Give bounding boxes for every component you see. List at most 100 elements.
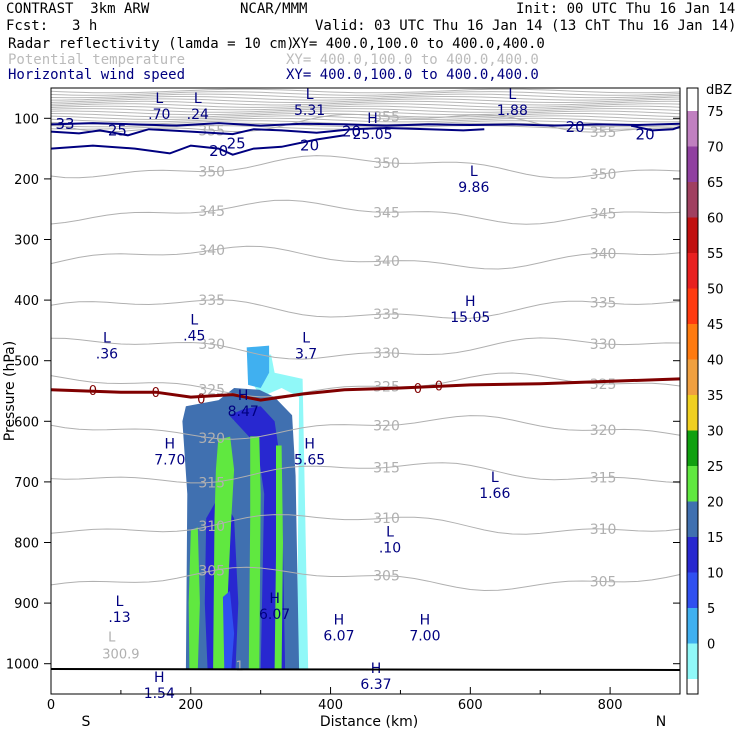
extremum-value: 3.7 <box>295 347 317 363</box>
colorbar-swatch <box>687 395 698 431</box>
y-tick-label: 300 <box>14 234 39 249</box>
colorbar-unit: dBZ <box>706 83 732 98</box>
isotach <box>50 134 345 156</box>
colorbar-label: 65 <box>707 176 724 191</box>
freezing-level-line <box>50 377 681 402</box>
extremum-h: H <box>165 437 176 453</box>
extremum-h: H <box>154 670 165 686</box>
upper-isentrope <box>50 103 681 108</box>
source-label: NCAR/MMM <box>240 1 308 17</box>
upper-isentrope <box>50 108 681 113</box>
refl-25-30-dbz <box>248 436 261 670</box>
extremum-value: 6.07 <box>259 607 290 623</box>
isentrope-label: 320 <box>373 418 400 434</box>
extremum-h: H <box>334 612 345 628</box>
colorbar-swatch <box>687 146 698 182</box>
isentrope-label: 345 <box>198 204 225 220</box>
axes: 0 200 400 600 800100200300400500600700800900… <box>2 112 681 730</box>
colorbar-swatch <box>687 537 698 573</box>
extremum-value: 6.37 <box>360 677 391 693</box>
isentrope-label: 340 <box>373 254 400 270</box>
temperature-contours: 355 355 355 350 350 350 345 345 345 340 340 340 335 3… <box>50 110 681 592</box>
extremum-value: 1.66 <box>479 486 510 502</box>
isentrope-label: 315 <box>373 461 400 477</box>
plot-frame <box>50 87 681 695</box>
isentrope-label: 335 <box>590 296 617 312</box>
upper-isentrope <box>50 105 681 111</box>
isentrope-label: 305 <box>198 564 225 580</box>
isentrope-label: 315 <box>590 470 617 486</box>
extremum-h: H <box>304 437 315 453</box>
isotach-label: 20 <box>636 126 655 144</box>
isentrope-label: 325 <box>590 377 617 393</box>
isentrope-label: 350 <box>590 167 617 183</box>
isotach <box>351 126 485 132</box>
field-reflectivity-xy: XY= 400.0,100.0 to 400.0,400.0 <box>292 36 545 52</box>
x-tick-label: 0 <box>47 698 55 713</box>
extremum-l: L <box>508 87 516 103</box>
extremum-h: H <box>269 591 280 607</box>
upper-isentrope <box>50 115 681 120</box>
colorbar-label: 40 <box>707 354 724 369</box>
isentrope-320 <box>50 415 681 440</box>
init-time: Init: 00 UTC Thu 16 Jan 14 <box>516 1 736 17</box>
y-tick-label: 200 <box>14 173 39 188</box>
y-tick-label: 900 <box>14 597 39 612</box>
annotation-labels: L.70L.24L5.31L1.88H25.05L9.86H15.05L.45L… <box>89 87 528 702</box>
isentrope-305 <box>50 566 681 592</box>
refl-25-30-dbz <box>274 445 283 670</box>
isentrope-350 <box>50 155 681 179</box>
contour-label: L <box>108 630 116 645</box>
extremum-value: .13 <box>108 610 130 626</box>
extremum-l: L <box>103 331 111 347</box>
isentrope-label: 330 <box>590 337 617 353</box>
upper-temperature-band <box>50 88 681 130</box>
contour-label: 1 <box>236 660 244 675</box>
colorbar-label: 55 <box>707 247 724 262</box>
colorbar-label: 5 <box>707 602 715 617</box>
isentrope-label: 320 <box>590 423 617 439</box>
extremum-value: .45 <box>183 328 205 344</box>
extremum-l: L <box>155 91 163 107</box>
colorbar-swatch <box>687 111 698 147</box>
isentrope-label: 345 <box>590 207 617 223</box>
upper-isentrope <box>51 96 681 101</box>
extremum-l: L <box>470 164 478 180</box>
refl-25-30-dbz <box>188 527 200 670</box>
field-reflectivity: Radar reflectivity (lamda = 10 cm) <box>8 36 295 52</box>
isentrope-315 <box>50 462 681 484</box>
extremum-value: 8.47 <box>228 404 259 420</box>
x-tick-label: 400 <box>318 698 343 713</box>
extremum-h: H <box>465 294 476 310</box>
isentrope-label: 330 <box>198 337 225 353</box>
colorbar-swatch <box>687 466 698 502</box>
isentrope-label: 350 <box>373 156 400 172</box>
isentrope-label: 340 <box>590 246 617 262</box>
isotach-label: 20 <box>342 123 361 141</box>
refl-20-dbz <box>229 406 286 670</box>
extremum-h: H <box>238 388 249 404</box>
colorbar-swatch <box>687 608 698 644</box>
isentrope-label: 310 <box>198 519 225 535</box>
field-temperature: Potential temperature <box>8 52 186 68</box>
extremum-value: 1.88 <box>497 103 528 119</box>
freezing-label: 0 <box>414 382 422 397</box>
isotach-label: 33 <box>55 115 74 133</box>
isentrope-330 <box>50 337 681 360</box>
y-tick-label: 100 <box>14 112 39 127</box>
extremum-value: 15.05 <box>450 310 490 326</box>
x-end-label-n: N <box>656 714 666 730</box>
isentrope-label: 355 <box>198 123 225 139</box>
extremum-l: L <box>194 91 202 107</box>
chart-title: CONTRAST 3km ARW <box>6 1 150 17</box>
isentrope-335 <box>50 299 681 319</box>
x-tick-label: 200 <box>178 698 203 713</box>
colorbar-swatch <box>687 288 698 324</box>
isentrope-label: 320 <box>198 431 225 447</box>
isotach-label: 20 <box>209 142 228 160</box>
colorbar-label: 20 <box>707 496 724 511</box>
freezing-label: 0 <box>435 380 443 395</box>
isotach-label: 25 <box>227 135 246 153</box>
isentrope-label: 310 <box>590 522 617 538</box>
